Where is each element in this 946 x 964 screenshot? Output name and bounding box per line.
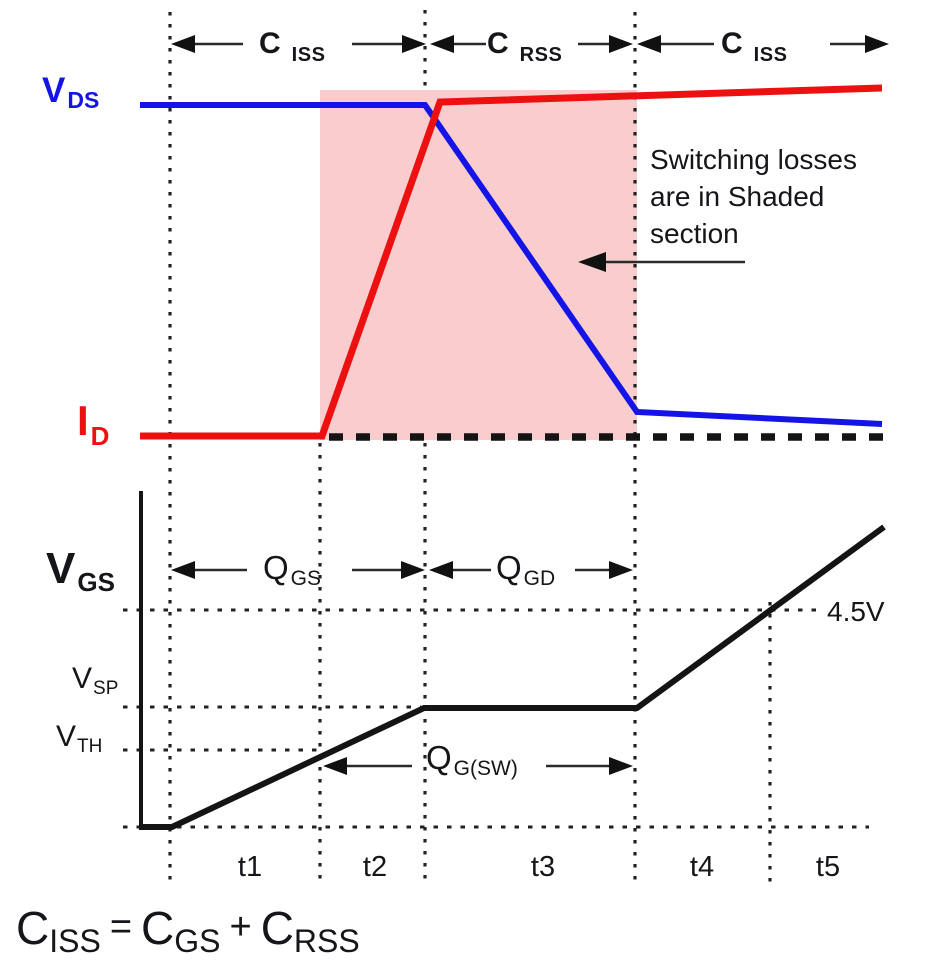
qgsw-sub: G(SW) xyxy=(453,757,518,780)
vsp-sub: SP xyxy=(93,678,119,699)
vds-label-sub: DS xyxy=(67,87,100,113)
vgs-label-main: V xyxy=(46,544,76,593)
id-label: I D xyxy=(77,397,110,451)
ciss-right-main: C xyxy=(721,27,743,60)
arrowhead-crss-right xyxy=(609,35,633,53)
vds-waveform xyxy=(140,102,883,427)
switching-loss-shaded-region xyxy=(320,90,637,440)
qgd-label: Q GD xyxy=(496,551,555,589)
vsp-main: V xyxy=(72,662,93,695)
crss-label: C RSS xyxy=(487,27,563,66)
qgd-sub: GD xyxy=(523,567,556,590)
ciss-left-main: C xyxy=(259,27,281,60)
arrowhead-ciss2-right xyxy=(865,35,889,53)
formula-equals: = xyxy=(109,906,133,948)
arrowhead-ciss-left xyxy=(171,35,195,53)
arrowhead-crss-left xyxy=(430,35,454,53)
formula-lhs-sub: ISS xyxy=(49,923,101,959)
arrowhead-qgs-left xyxy=(171,561,195,579)
qgsw-main: Q xyxy=(426,739,452,776)
ciss-left-sub: ISS xyxy=(291,44,326,66)
note-line-1: Switching losses xyxy=(650,144,857,175)
arrowhead-qgd-right xyxy=(609,561,633,579)
ciss-formula: C ISS = C GS + C RSS xyxy=(16,905,360,957)
formula-t2-sub: RSS xyxy=(293,923,360,959)
vds-label-main: V xyxy=(42,71,66,110)
vth-sub: TH xyxy=(77,736,103,757)
ciss-right-sub: ISS xyxy=(753,44,788,66)
note-line-3: section xyxy=(650,218,739,249)
vref-4v5-label: 4.5V xyxy=(827,596,885,627)
t5-label: t5 xyxy=(815,851,841,883)
crss-sub: RSS xyxy=(519,44,563,66)
ciss-left-label: C ISS xyxy=(259,27,326,66)
arrowhead-note-pointer xyxy=(578,252,606,272)
qgd-main: Q xyxy=(496,549,522,586)
qgs-main: Q xyxy=(263,549,289,586)
arrowhead-qgs-right xyxy=(401,561,425,579)
qgsw-label: Q G(SW) xyxy=(426,741,518,779)
id-label-main: I xyxy=(77,397,89,444)
arrowhead-ciss2-left xyxy=(637,35,661,53)
qgs-label: Q GS xyxy=(263,551,321,589)
qgs-sub: GS xyxy=(290,567,322,590)
id-waveform xyxy=(140,84,883,440)
t4-label: t4 xyxy=(689,851,715,883)
ciss-right-label: C ISS xyxy=(721,27,788,66)
t1-label: t1 xyxy=(237,851,263,883)
formula-lhs-main: C xyxy=(16,902,50,954)
arrowhead-ciss-right xyxy=(402,35,426,53)
vgs-label-sub: GS xyxy=(77,567,115,597)
voltage-reference-dotted-lines xyxy=(123,608,869,829)
id-label-sub: D xyxy=(90,421,110,451)
arrow-heads xyxy=(171,35,889,775)
t3-label: t3 xyxy=(530,851,556,883)
note-line-2: are in Shaded xyxy=(650,181,825,212)
formula-plus: + xyxy=(229,906,252,948)
vsp-label: V SP xyxy=(72,662,119,699)
crss-main: C xyxy=(487,27,509,60)
cap-region-arrow-shafts xyxy=(193,42,867,768)
vgs-waveform xyxy=(139,524,886,830)
switching-losses-note: Switching losses are in Shaded section xyxy=(650,141,857,252)
arrowhead-qgsw-right xyxy=(609,757,633,775)
time-boundary-dotted-lines xyxy=(168,10,772,886)
formula-t2-main: C xyxy=(260,902,294,954)
arrowhead-qgd-left xyxy=(429,561,453,579)
vth-label: V TH xyxy=(56,720,103,757)
formula-t1-sub: GS xyxy=(174,923,221,959)
formula-t1-main: C xyxy=(141,902,175,954)
vth-main: V xyxy=(56,720,77,753)
vds-label: V DS xyxy=(42,73,99,112)
t2-label: t2 xyxy=(362,851,388,883)
arrowhead-qgsw-left xyxy=(323,757,347,775)
vgs-label: V GS xyxy=(46,544,115,597)
